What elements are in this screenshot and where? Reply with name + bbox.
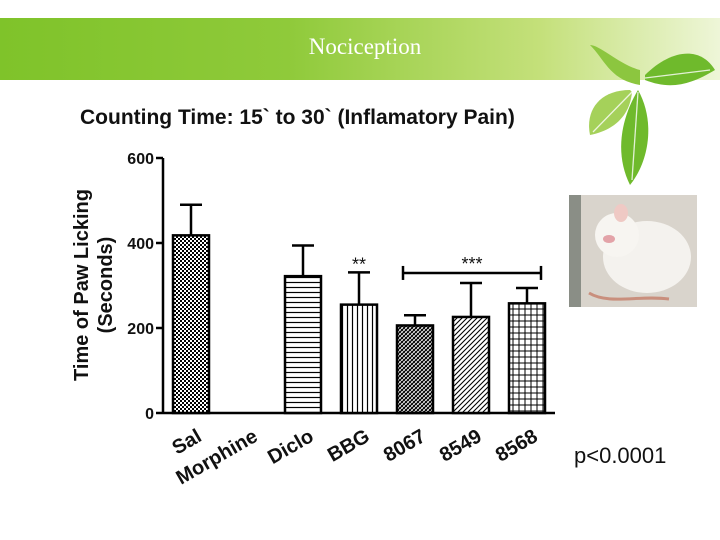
- y-tick-label: 0: [145, 406, 154, 423]
- bar: [395, 324, 435, 415]
- bar: [339, 303, 379, 415]
- chart-title: Counting Time: 15` to 30` (Inflamatory P…: [80, 106, 515, 129]
- y-tick-label: 400: [127, 236, 154, 253]
- green-leaves-icon: [589, 45, 715, 185]
- x-tick-label: 8568: [492, 425, 542, 466]
- bar: [451, 315, 491, 415]
- x-tick-label: BBG: [324, 425, 373, 466]
- y-tick-label: 600: [127, 151, 154, 168]
- bar: [283, 274, 323, 415]
- y-axis-units: (Seconds): [95, 237, 117, 334]
- x-tick-label: 8067: [380, 425, 430, 466]
- y-axis-title: Time of Paw Licking: [71, 189, 93, 381]
- slide-title: Nociception: [308, 34, 422, 59]
- significance-label: **: [352, 254, 366, 274]
- bar: [507, 302, 547, 415]
- x-tick-label: Diclo: [264, 425, 317, 469]
- y-tick-label: 200: [127, 321, 154, 338]
- p-value-label: p<0.0001: [574, 443, 667, 468]
- significance-label: ***: [461, 254, 482, 274]
- x-tick-label: 8549: [436, 425, 486, 466]
- bar: [171, 234, 211, 415]
- white-rat-photo: [569, 195, 697, 307]
